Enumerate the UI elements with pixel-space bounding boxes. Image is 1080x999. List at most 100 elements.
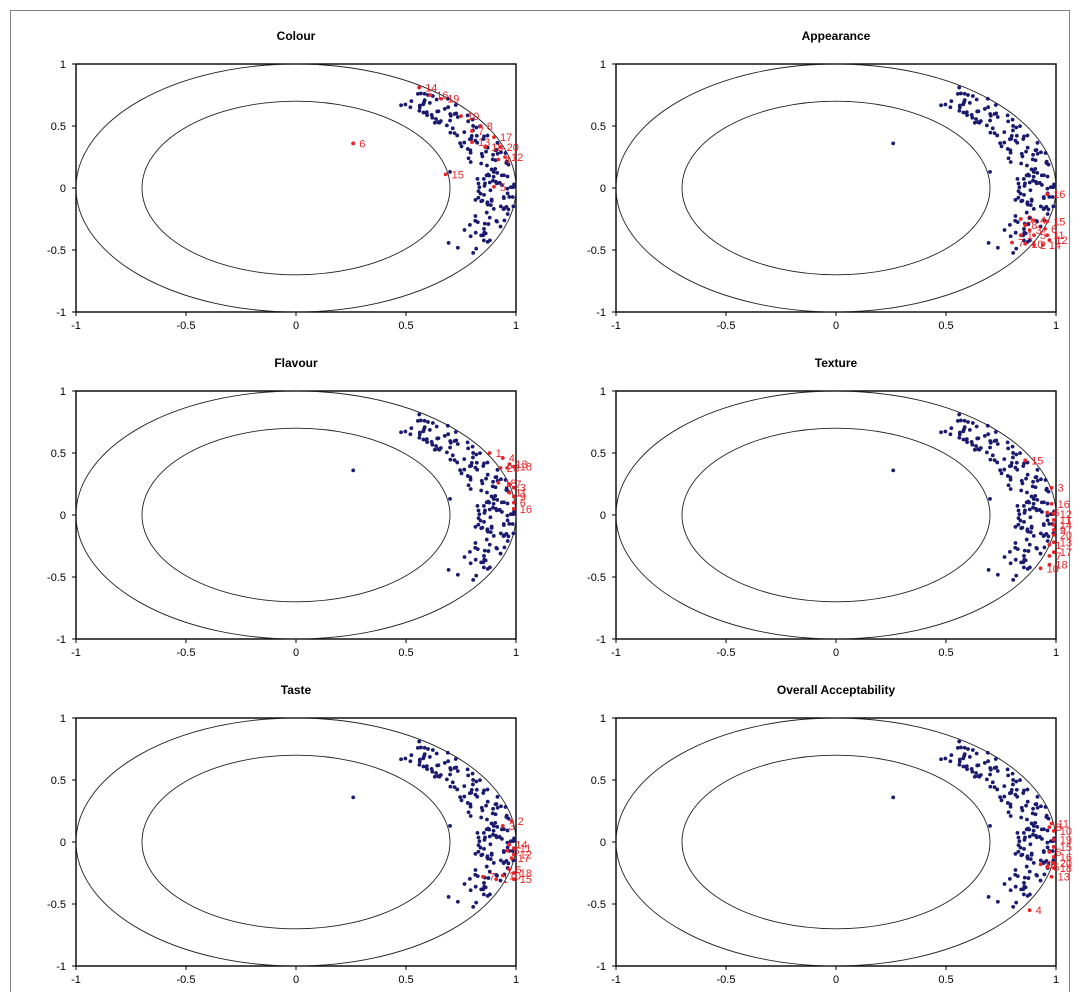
- data-point: [1006, 773, 1011, 778]
- data-point: [455, 572, 460, 577]
- point-label: 19: [447, 94, 459, 106]
- highlight-point: [1051, 518, 1056, 522]
- point-label: 7: [1055, 551, 1061, 563]
- highlight-point: [511, 846, 516, 851]
- data-point: [448, 457, 453, 462]
- data-point: [466, 156, 471, 161]
- data-point: [1041, 849, 1046, 853]
- data-point: [962, 418, 967, 423]
- data-point: [489, 494, 494, 499]
- data-point: [955, 419, 960, 423]
- data-point: [501, 207, 506, 211]
- highlight-point: [1027, 908, 1032, 913]
- data-point: [473, 465, 478, 470]
- data-point: [432, 447, 437, 452]
- data-point: [494, 508, 499, 513]
- data-point: [974, 444, 978, 448]
- data-point: [1022, 788, 1026, 793]
- data-point: [473, 218, 478, 223]
- point-label: 9: [1060, 525, 1066, 537]
- highlight-point: [1023, 241, 1028, 246]
- highlight-point: [1040, 243, 1045, 247]
- data-point: [458, 141, 462, 146]
- data-point: [1016, 181, 1021, 186]
- data-point: [498, 204, 503, 209]
- data-point: [1022, 548, 1027, 553]
- data-point: [455, 769, 460, 773]
- point-label: 15: [452, 169, 464, 181]
- highlight-point: [1047, 238, 1052, 242]
- chart-panel-4: Texture 1 0.5 0 -0.5 -1 -1 -0.5 0 0.5 1 15 3 16 6 12 11 1…: [568, 337, 1080, 667]
- data-point: [957, 105, 962, 110]
- data-point: [957, 739, 962, 744]
- data-point: [1027, 827, 1032, 832]
- data-point: [466, 773, 471, 778]
- highlight-point: [487, 451, 492, 455]
- data-point: [1027, 834, 1032, 839]
- highlight-point: [443, 172, 448, 177]
- data-point: [505, 501, 510, 506]
- data-point: [418, 418, 423, 423]
- x-tick-label: 0.5: [398, 974, 413, 986]
- data-point: [990, 453, 995, 458]
- data-point: [1005, 147, 1010, 151]
- data-point: [1023, 835, 1027, 840]
- data-point: [490, 157, 495, 162]
- data-point: [468, 160, 473, 164]
- data-point: [1013, 872, 1018, 877]
- highlight-point: [511, 485, 516, 490]
- data-point: [966, 747, 970, 751]
- data-point: [444, 123, 449, 128]
- data-point: [962, 91, 967, 96]
- data-point: [508, 839, 513, 843]
- data-point: [466, 483, 471, 488]
- data-point: [351, 795, 356, 800]
- data-point: [948, 105, 953, 110]
- data-point: [424, 765, 429, 769]
- data-point: [1005, 440, 1010, 445]
- data-point: [1013, 851, 1018, 856]
- data-point: [976, 447, 980, 452]
- data-point: [448, 440, 453, 445]
- data-point: [1035, 170, 1040, 175]
- data-point: [484, 537, 489, 542]
- data-point: [434, 771, 438, 775]
- data-point: [462, 457, 467, 462]
- data-point: [1025, 202, 1030, 207]
- data-point: [1023, 181, 1027, 186]
- y-tick-label: 0.5: [591, 775, 606, 787]
- data-point: [1039, 837, 1044, 841]
- data-point: [1011, 250, 1016, 255]
- data-point: [468, 888, 473, 893]
- data-point: [1035, 873, 1039, 878]
- data-point: [471, 250, 476, 255]
- data-point: [1002, 228, 1007, 232]
- data-point: [446, 432, 451, 437]
- data-point: [491, 828, 496, 833]
- highlight-point: [1038, 566, 1043, 571]
- data-point: [1018, 124, 1022, 129]
- data-point: [1029, 167, 1034, 172]
- data-point: [1005, 474, 1010, 478]
- x-tick-label: -0.5: [717, 974, 736, 986]
- data-point: [1029, 198, 1034, 203]
- data-point: [962, 100, 966, 105]
- data-point: [958, 745, 963, 750]
- data-point: [462, 228, 467, 232]
- highlight-point: [1051, 828, 1056, 833]
- x-tick-label: -0.5: [177, 647, 196, 659]
- data-point: [424, 111, 429, 115]
- point-label: 6: [359, 138, 365, 150]
- data-point: [966, 93, 970, 97]
- data-point: [1008, 561, 1013, 566]
- chart-panel-2: Appearance 1 0.5 0 -0.5 -1 -1 -0.5 0 0.5 1 16 9 4 15 8 3…: [568, 10, 1080, 340]
- point-label: 4: [1036, 905, 1042, 917]
- data-point: [1046, 162, 1051, 167]
- data-point: [415, 746, 420, 750]
- data-point: [985, 750, 990, 755]
- data-point: [1035, 467, 1040, 472]
- data-point: [498, 878, 503, 883]
- point-label: 14: [1060, 520, 1072, 532]
- highlight-point: [351, 141, 356, 146]
- data-point: [491, 479, 495, 484]
